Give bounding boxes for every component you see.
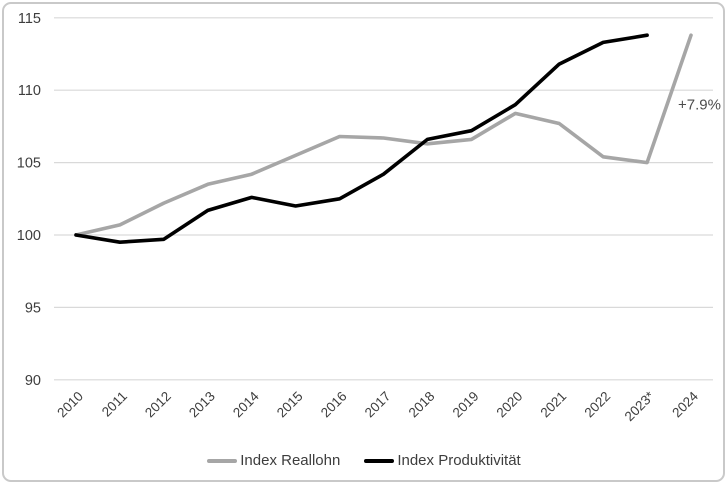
reallohn-line-swatch bbox=[207, 458, 238, 463]
x-tick-label-2022: 2022 bbox=[581, 389, 613, 421]
x-tick-label-2023: 2023* bbox=[622, 388, 658, 424]
y-tick-label-105: 105 bbox=[17, 156, 41, 172]
y-tick-label-100: 100 bbox=[17, 228, 41, 244]
x-tick-label-2013: 2013 bbox=[186, 389, 218, 421]
y-tick-label-95: 95 bbox=[25, 300, 41, 316]
legend-item-reallohn[interactable]: Index Reallohn bbox=[207, 452, 340, 469]
produktivitaet-line-swatch bbox=[364, 458, 395, 463]
x-tick-label-2015: 2015 bbox=[274, 389, 306, 421]
x-tick-label-2010: 2010 bbox=[54, 389, 86, 421]
x-tick-label-2017: 2017 bbox=[362, 389, 394, 421]
chart-legend: Index Reallohn Index Produktivität bbox=[0, 452, 728, 469]
legend-label-reallohn: Index Reallohn bbox=[240, 452, 341, 469]
legend-label-produktivitaet: Index Produktivität bbox=[397, 452, 521, 469]
y-tick-label-110: 110 bbox=[18, 83, 41, 99]
x-tick-label-2024: 2024 bbox=[669, 388, 701, 420]
x-tick-label-2020: 2020 bbox=[494, 389, 526, 421]
legend-item-produktivitaet[interactable]: Index Produktivität bbox=[364, 452, 521, 469]
x-tick-label-2019: 2019 bbox=[450, 389, 482, 421]
reallohn-line bbox=[74, 33, 693, 237]
x-tick-label-2014: 2014 bbox=[230, 388, 262, 420]
produktivitaet-line bbox=[74, 33, 649, 244]
y-tick-label-90: 90 bbox=[25, 373, 41, 389]
x-tick-label-2012: 2012 bbox=[142, 389, 174, 421]
x-tick-label-2016: 2016 bbox=[318, 389, 350, 421]
y-tick-label-115: 115 bbox=[18, 11, 41, 27]
annotation-label: +7.9% bbox=[678, 97, 721, 114]
x-tick-label-2021: 2021 bbox=[537, 389, 569, 421]
x-tick-label-2011: 2011 bbox=[99, 389, 130, 420]
x-tick-label-2018: 2018 bbox=[406, 389, 438, 421]
